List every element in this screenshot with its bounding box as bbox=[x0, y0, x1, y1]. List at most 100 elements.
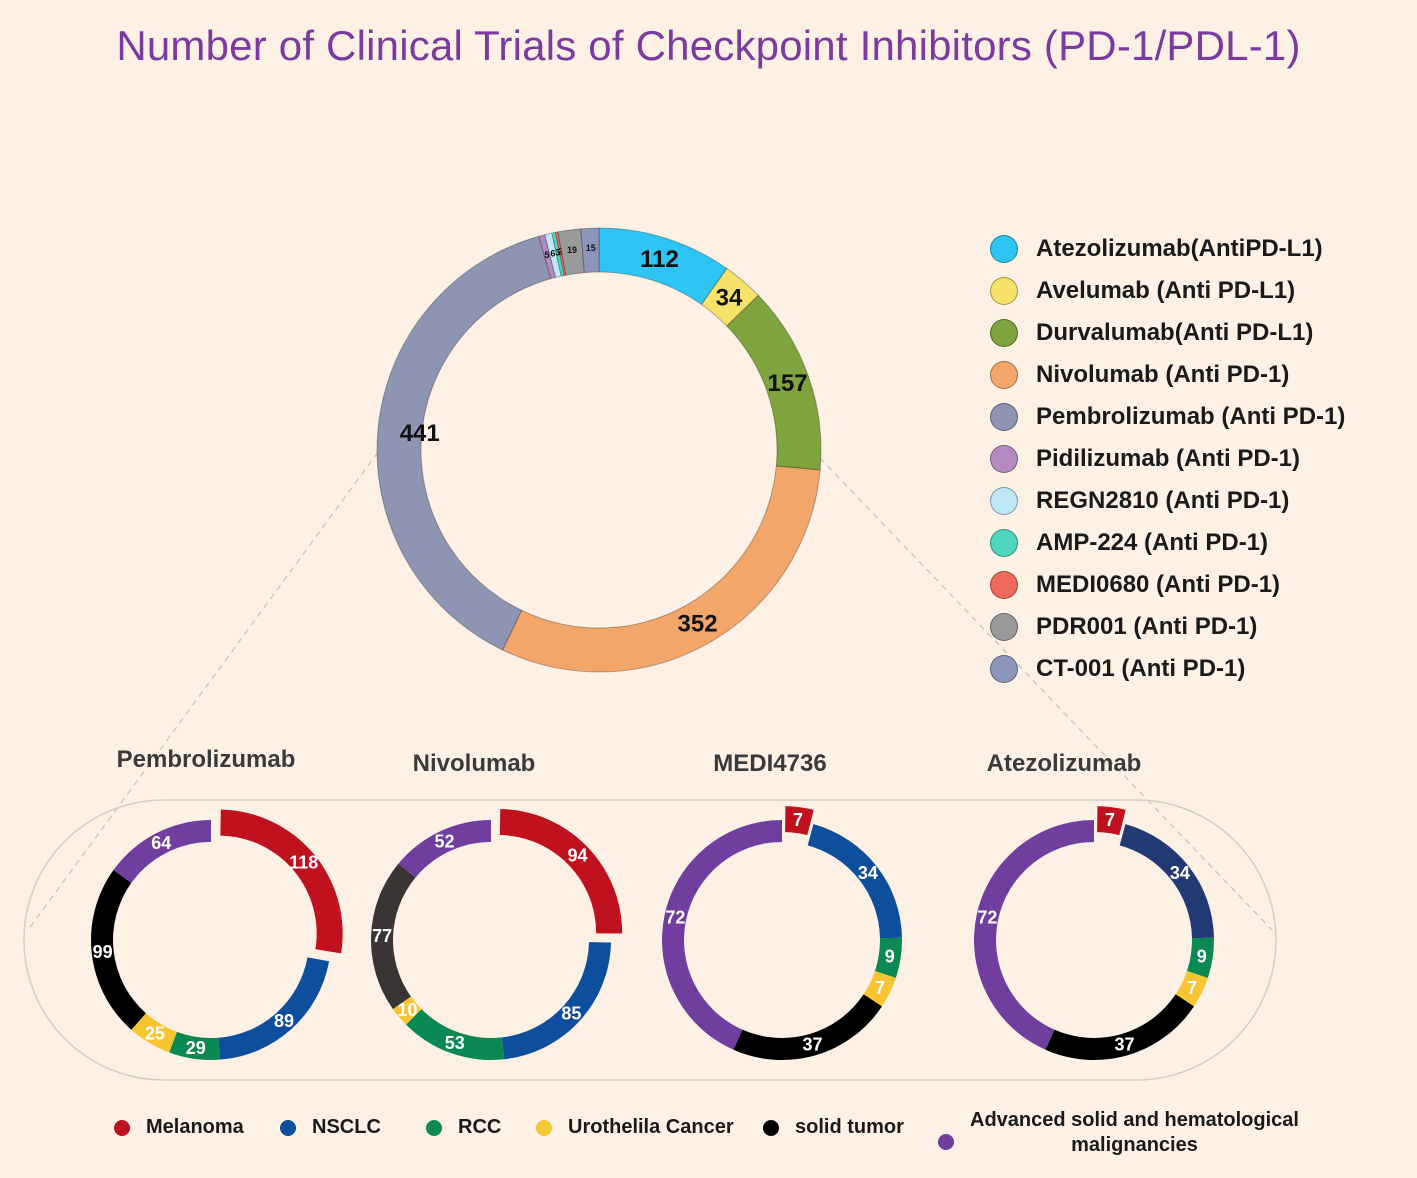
legend-advanced-line1: Advanced solid and hematological bbox=[970, 1109, 1299, 1131]
legend-label-pembrolizumab-anti-pd-1: Pembrolizumab (Anti PD-1) bbox=[1036, 403, 1346, 430]
legend-item-avelumab-anti-pd-l1: Avelumab (Anti PD-L1) bbox=[990, 270, 1345, 312]
legend-dot-avelumab-anti-pd-l1 bbox=[990, 277, 1018, 305]
legend-dot-medi0680-anti-pd-1 bbox=[990, 571, 1018, 599]
legend-nsclc-label: NSCLC bbox=[312, 1116, 381, 1138]
subtitle-pembrolizumab: Pembrolizumab bbox=[116, 746, 296, 773]
legend-item-pidilizumab-anti-pd-1: Pidilizumab (Anti PD-1) bbox=[990, 438, 1345, 480]
sub-slice-nivolumab-urothelila-cancer bbox=[392, 996, 422, 1025]
sub-label-nivolumab-urothelila-cancer: 10 bbox=[398, 1000, 418, 1020]
chart-title: Number of Clinical Trials of Checkpoint … bbox=[116, 22, 1301, 69]
legend-dot-durvalumab-anti-pd-l1 bbox=[990, 319, 1018, 347]
sub-slice-nivolumab-nsclc bbox=[501, 942, 611, 1060]
main-label-durvalumab-anti-pd-l1: 157 bbox=[768, 370, 808, 397]
main-slice-regn2810-anti-pd-1 bbox=[544, 232, 562, 278]
main-donut: 112 34 157 352 441 5 6 32 19 15 bbox=[376, 227, 822, 673]
sub-label-nivolumab-melanoma: 94 bbox=[567, 845, 587, 865]
sub-label-atezolizumab-advanced-solid-and-hematological-malignancies: 72 bbox=[977, 907, 997, 927]
sub-slice-nivolumab-rcc bbox=[405, 1009, 505, 1061]
legend-label-regn2810-anti-pd-1: REGN2810 (Anti PD-1) bbox=[1036, 487, 1290, 514]
sub-label-medi4736-advanced-solid-and-hematological-malignancies: 72 bbox=[665, 907, 685, 927]
legend-rcc-label: RCC bbox=[458, 1116, 502, 1138]
zoom-connectors bbox=[23, 451, 1277, 1081]
legend-label-medi0680-anti-pd-1: MEDI0680 (Anti PD-1) bbox=[1036, 571, 1281, 598]
legend-label-pdr001-anti-pd-1: PDR001 (Anti PD-1) bbox=[1036, 613, 1258, 640]
sub-slice-atezolizumab-rcc bbox=[1186, 937, 1214, 978]
legend-label-nivolumab-anti-pd-1: Nivolumab (Anti PD-1) bbox=[1036, 361, 1290, 388]
legend-dot-pdr001-anti-pd-1 bbox=[990, 613, 1018, 641]
legend-label-ct-001-anti-pd-1: CT-001 (Anti PD-1) bbox=[1036, 655, 1246, 682]
main-slice-ct-001-anti-pd-1 bbox=[580, 227, 600, 274]
legend-dot-amp-224-anti-pd-1 bbox=[990, 529, 1018, 557]
legend-melanoma-label: Melanoma bbox=[146, 1116, 244, 1138]
main-label-atezolizumab-antipd-l1: 112 bbox=[640, 246, 679, 273]
subtitle-atezolizumab: Atezolizumab bbox=[986, 750, 1142, 777]
sub-slice-pembrolizumab-advanced-solid-and-hematological-malignancies bbox=[113, 820, 211, 883]
sub-slice-pembrolizumab-melanoma bbox=[220, 809, 343, 954]
legend-melanoma: Melanoma bbox=[114, 1116, 244, 1139]
main-label-pidilizumab-anti-pd-1: 5 bbox=[544, 250, 549, 260]
legend-item-pdr001-anti-pd-1: PDR001 (Anti PD-1) bbox=[990, 606, 1345, 648]
sub-label-atezolizumab-nsclc: 34 bbox=[1170, 863, 1190, 883]
sub-label-atezolizumab-rcc: 9 bbox=[1197, 946, 1207, 966]
legend-dot-nivolumab-anti-pd-1 bbox=[990, 361, 1018, 389]
sub-label-medi4736-rcc: 9 bbox=[885, 946, 895, 966]
solid-tumor-dot bbox=[763, 1119, 779, 1136]
sub-slice-nivolumab-solid-tumor bbox=[371, 863, 416, 1010]
sub-label-atezolizumab-melanoma: 7 bbox=[1105, 810, 1115, 830]
sub-slice-medi4736-melanoma bbox=[785, 806, 814, 836]
legend-dot-pidilizumab-anti-pd-1 bbox=[990, 445, 1018, 473]
main-label-medi0680-anti-pd-1: 2 bbox=[558, 247, 563, 257]
drug-legend: Atezolizumab(AntiPD-L1) Avelumab (Anti PD… bbox=[990, 228, 1345, 690]
main-label-pembrolizumab-anti-pd-1: 441 bbox=[400, 420, 440, 447]
sub-slice-nivolumab-advanced-solid-and-hematological-malignancies bbox=[398, 820, 491, 878]
legend-label-durvalumab-anti-pd-l1: Durvalumab(Anti PD-L1) bbox=[1036, 319, 1314, 346]
subtitle-medi4736: MEDI4736 bbox=[713, 750, 827, 777]
nsclc-dot bbox=[280, 1119, 296, 1136]
sub-label-medi4736-nsclc: 34 bbox=[858, 863, 878, 883]
sub-slice-atezolizumab-advanced-solid-and-hematological-malignancies bbox=[973, 820, 1094, 1050]
sub-label-pembrolizumab-urothelila-cancer: 25 bbox=[145, 1023, 165, 1043]
legend-label-avelumab-anti-pd-l1: Avelumab (Anti PD-L1) bbox=[1036, 277, 1296, 304]
sub-slice-pembrolizumab-nsclc bbox=[218, 957, 330, 1060]
sub-label-nivolumab-advanced-solid-and-hematological-malignancies: 52 bbox=[435, 831, 455, 851]
main-label-amp-224-anti-pd-1: 3 bbox=[555, 247, 560, 257]
sub-label-atezolizumab-urothelila-cancer: 7 bbox=[1187, 978, 1197, 998]
legend-item-nivolumab-anti-pd-1: Nivolumab (Anti PD-1) bbox=[990, 354, 1345, 396]
sub-charts-frame bbox=[23, 799, 1277, 1081]
legend-solid-tumor-label: solid tumor bbox=[795, 1116, 904, 1138]
main-slice-avelumab-anti-pd-l1 bbox=[700, 267, 760, 327]
legend-item-regn2810-anti-pd-1: REGN2810 (Anti PD-1) bbox=[990, 480, 1345, 522]
legend-solid-tumor: solid tumor bbox=[763, 1116, 904, 1139]
legend-dot-pembrolizumab-anti-pd-1 bbox=[990, 403, 1018, 431]
urothelila-dot bbox=[536, 1119, 552, 1136]
legend-advanced: Advanced solid and hematological maligna… bbox=[938, 1108, 1299, 1158]
subtitle-nivolumab: Nivolumab bbox=[412, 750, 536, 777]
legend-item-durvalumab-anti-pd-l1: Durvalumab(Anti PD-L1) bbox=[990, 312, 1345, 354]
legend-label-atezolizumab-antipd-l1: Atezolizumab(AntiPD-L1) bbox=[1036, 235, 1323, 262]
legend-urothelila-label: Urothelila Cancer bbox=[568, 1116, 734, 1138]
sub-donut-pembrolizumab: 118 89 29 25 99 64 bbox=[91, 809, 343, 1060]
indication-legend: Melanoma NSCLC RCC Urothelila Cancer sol… bbox=[0, 1108, 1417, 1168]
legend-advanced-line2: malignancies bbox=[1071, 1134, 1198, 1156]
sub-label-nivolumab-rcc: 53 bbox=[445, 1033, 465, 1053]
sub-slice-atezolizumab-nsclc bbox=[1119, 824, 1214, 939]
sub-donut-nivolumab: 94 85 53 10 77 52 bbox=[371, 809, 623, 1061]
legend-nsclc: NSCLC bbox=[280, 1116, 381, 1139]
sub-label-pembrolizumab-advanced-solid-and-hematological-malignancies: 64 bbox=[151, 833, 171, 853]
legend-label-pidilizumab-anti-pd-1: Pidilizumab (Anti PD-1) bbox=[1036, 445, 1300, 472]
sub-label-medi4736-solid-tumor: 37 bbox=[803, 1035, 823, 1055]
sub-slice-atezolizumab-melanoma bbox=[1097, 806, 1126, 836]
legend-rcc: RCC bbox=[426, 1116, 501, 1139]
legend-dot-ct-001-anti-pd-1 bbox=[990, 655, 1018, 683]
legend-item-medi0680-anti-pd-1: MEDI0680 (Anti PD-1) bbox=[990, 564, 1345, 606]
sub-slice-medi4736-nsclc bbox=[807, 824, 902, 939]
connector-right bbox=[819, 457, 1273, 931]
sub-slice-medi4736-rcc bbox=[874, 937, 903, 978]
sub-slice-medi4736-urothelila-cancer bbox=[863, 970, 896, 1007]
sub-label-pembrolizumab-melanoma: 118 bbox=[289, 852, 318, 872]
main-slice-pembrolizumab-anti-pd-1 bbox=[376, 235, 552, 651]
main-slice-nivolumab-anti-pd-1 bbox=[501, 465, 821, 673]
sub-slice-medi4736-solid-tumor bbox=[733, 994, 882, 1060]
sub-label-pembrolizumab-solid-tumor: 99 bbox=[93, 942, 113, 962]
